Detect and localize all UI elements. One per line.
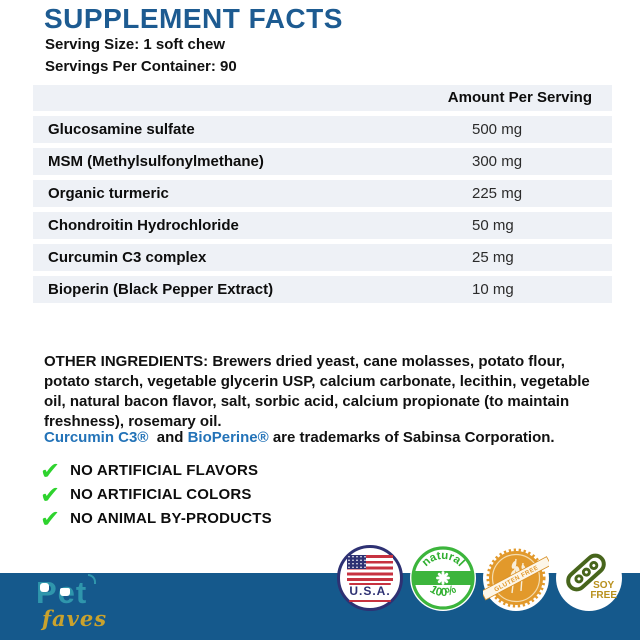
other-ingredients-text: OTHER INGREDIENTS: Brewers dried yeast, … [44,353,590,430]
gluten-free-badge: GLUTEN FREE [483,545,549,611]
natural-bottom-text: 100% [428,583,458,599]
table-row: Curcumin C3 complex 25 mg [33,244,612,271]
list-item: ✔ NO ARTIFICIAL COLORS [40,482,272,509]
dog-icon [40,583,49,592]
ingredient-name: Bioperin (Black Pepper Extract) [48,281,274,298]
cat-tail-icon [88,574,96,584]
claim-text: NO ANIMAL BY-PRODUCTS [70,509,272,527]
claims-list: ✔ NO ARTIFICIAL FLAVORS ✔ NO ARTIFICIAL … [40,458,272,533]
ingredient-amount: 25 mg [472,249,514,266]
checkmark-icon: ✔ [40,506,61,533]
claim-text: NO ARTIFICIAL FLAVORS [70,461,259,479]
flag-canton [347,555,366,569]
checkmark-icon: ✔ [40,482,61,509]
ingredient-amount: 10 mg [472,281,514,298]
brand-logo: Pet faves [36,574,108,631]
gluten-free-icon: GLUTEN FREE [483,548,549,608]
ingredient-amount: 500 mg [472,121,523,138]
natural-badge-icon: natural 100% [411,546,475,610]
logo-faves-text: faves [42,606,108,631]
table-row: MSM (Methylsulfonylmethane) 300 mg [33,148,612,175]
claim-text: NO ARTIFICIAL COLORS [70,485,252,503]
soy-free-badge: SOY FREE [556,545,622,611]
supplement-facts-table: Amount Per Serving Glucosamine sulfate 5… [33,85,612,308]
ingredient-amount: 300 mg [472,153,523,170]
ingredient-name: Curcumin C3 complex [48,249,207,266]
soy-line2: FREE [590,590,617,601]
trademark-note: Curcumin C3® and BioPerine® are trademar… [44,429,555,446]
page-title: SUPPLEMENT FACTS [44,3,343,34]
trademark-brand-bioperine: BioPerine® [187,429,269,446]
trademark-middle: and [148,429,188,446]
table-row: Glucosamine sulfate 500 mg [33,116,612,143]
table-row: Chondroitin Hydrochloride 50 mg [33,212,612,239]
trademark-rest: are trademarks of Sabinsa Corporation. [268,429,555,446]
svg-text:100%: 100% [428,583,458,599]
logo-pet-text: Pet [36,574,107,608]
ingredient-amount: 50 mg [472,217,514,234]
list-item: ✔ NO ANIMAL BY-PRODUCTS [40,506,272,533]
flag-divider-bottom [349,600,391,602]
ingredient-amount: 225 mg [472,185,523,202]
flag-divider-top [349,583,391,585]
soy-line1: SOY [593,580,615,591]
table-row: Organic turmeric 225 mg [33,180,612,207]
list-item: ✔ NO ARTIFICIAL FLAVORS [40,458,272,485]
ingredient-name: Organic turmeric [48,185,169,202]
ingredient-name: Chondroitin Hydrochloride [48,217,239,234]
table-header-amount: Amount Per Serving [33,85,612,111]
ingredient-name: Glucosamine sulfate [48,121,195,138]
usa-label: U.S.A. [349,584,391,598]
starburst-icon [436,571,450,585]
checkmark-icon: ✔ [40,458,61,485]
ingredient-name: MSM (Methylsulfonylmethane) [48,153,264,170]
servings-per-container: Servings Per Container: 90 [45,58,237,75]
natural-100-badge: natural 100% [410,545,476,611]
usa-flag-icon [347,555,393,581]
dog-ear [41,585,44,591]
serving-size: Serving Size: 1 soft chew [45,36,226,53]
made-in-usa-badge: U.S.A. [337,545,403,611]
table-row: Bioperin (Black Pepper Extract) 10 mg [33,276,612,303]
cat-icon [60,588,70,596]
trademark-brand-curcumin: Curcumin C3® [44,429,149,446]
soy-free-label: SOY FREE [590,581,617,601]
